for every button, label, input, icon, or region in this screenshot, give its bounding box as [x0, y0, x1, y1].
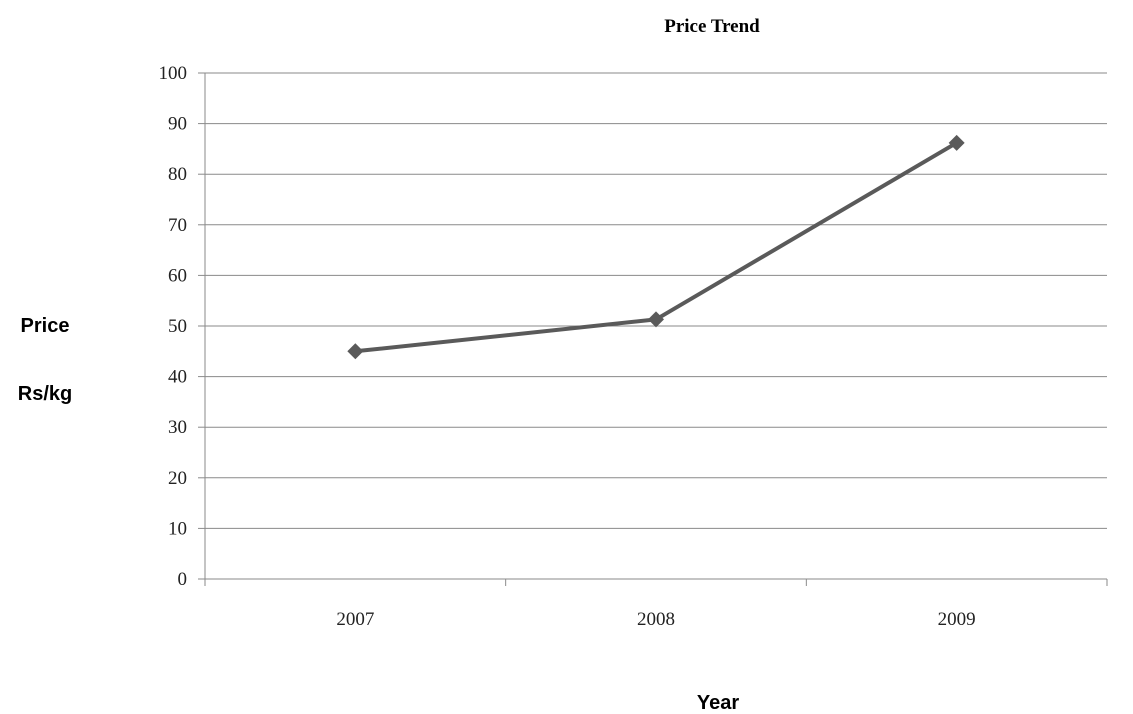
y-tick-label-80: 80	[168, 164, 187, 185]
y-tick-label-50: 50	[168, 316, 187, 337]
chart-title: Price Trend	[664, 16, 760, 37]
y-tick-label-70: 70	[168, 215, 187, 236]
y-tick-label-60: 60	[168, 265, 187, 286]
y-axis-label-line2: Rs/kg	[18, 383, 72, 405]
y-tick-label-40: 40	[168, 367, 187, 388]
y-tick-label-0: 0	[178, 569, 188, 590]
y-tick-label-10: 10	[168, 518, 187, 539]
data-point-2007	[347, 343, 364, 360]
y-tick-label-30: 30	[168, 417, 187, 438]
x-tick-label-2007: 2007	[336, 609, 374, 630]
data-point-2008	[648, 311, 664, 328]
x-tick-label-2008: 2008	[637, 609, 675, 630]
data-point-2009	[948, 134, 965, 151]
x-tick-label-2009: 2009	[938, 609, 976, 630]
gridlines	[198, 72, 1108, 586]
y-tick-label-100: 100	[159, 63, 188, 84]
series-layer	[347, 134, 965, 360]
y-axis-label-line1: Price	[21, 315, 70, 337]
x-axis-label: Year	[697, 692, 739, 714]
y-tick-label-20: 20	[168, 468, 187, 489]
y-tick-labels: 0 10 20 30 40 50 60 70 80 90 100	[159, 63, 188, 590]
y-tick-label-90: 90	[168, 114, 187, 135]
x-tick-labels: 2007 2008 2009	[336, 609, 975, 630]
